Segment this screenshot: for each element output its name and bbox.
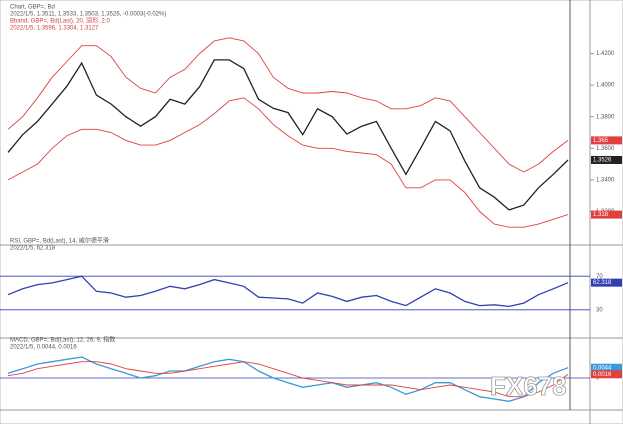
watermark: FX678 <box>490 371 567 401</box>
annotation: 2022/1/5, 1.3511, 1.3533, 1.3503, 1.3526… <box>10 12 166 18</box>
series-line <box>7 97 569 228</box>
value-tag <box>591 278 622 287</box>
annotation: Bband, GBP=, Bd(Last), 20, 固形, 2.0 <box>10 17 111 25</box>
y-tick-label: 1.4200 <box>596 51 615 57</box>
y-tick-label: 0 <box>596 376 600 382</box>
value-tag-label: 0.0016 <box>593 372 612 378</box>
annotation: 2022/1/5, 62.318 <box>10 246 56 252</box>
series-line <box>7 275 569 308</box>
annotation: 2022/1/5, 0.0044, 0.0016 <box>10 345 77 351</box>
value-tag-label: 0.0044 <box>593 365 612 371</box>
value-tag <box>591 363 622 372</box>
series-line <box>7 361 569 398</box>
y-tick-label: 1.3800 <box>596 114 615 120</box>
y-tick-label: 70 <box>596 274 603 280</box>
y-tick-label: 1.3600 <box>596 146 615 152</box>
value-tag-label: 1.3526 <box>593 158 612 164</box>
series-line <box>7 59 569 211</box>
value-tag-label: 1.318 <box>593 212 609 218</box>
y-tick-label: 1.4000 <box>596 83 615 89</box>
series-line <box>7 356 569 402</box>
value-tag <box>591 210 622 219</box>
panel-title: Chart, GBP=, Bd <box>10 5 55 11</box>
value-tag-label: 62.318 <box>593 280 612 286</box>
annotation: 2022/1/5, 1.3596, 1.3304, 1.3127 <box>10 26 99 32</box>
value-tag <box>591 370 622 379</box>
value-tag <box>591 136 622 145</box>
value-tag-label: 1.365 <box>593 138 609 144</box>
panel-title: RSI, GBP=, Bd(Last), 14, 威尔德平滑 <box>10 237 109 245</box>
y-tick-label: 1.3400 <box>596 177 615 183</box>
value-tag <box>591 155 622 164</box>
y-tick-label: 30 <box>596 307 603 313</box>
series-line <box>7 37 569 173</box>
panel-title: MACD, GBP=, Bd(Last), 12, 26, 9, 指数 <box>10 336 115 344</box>
